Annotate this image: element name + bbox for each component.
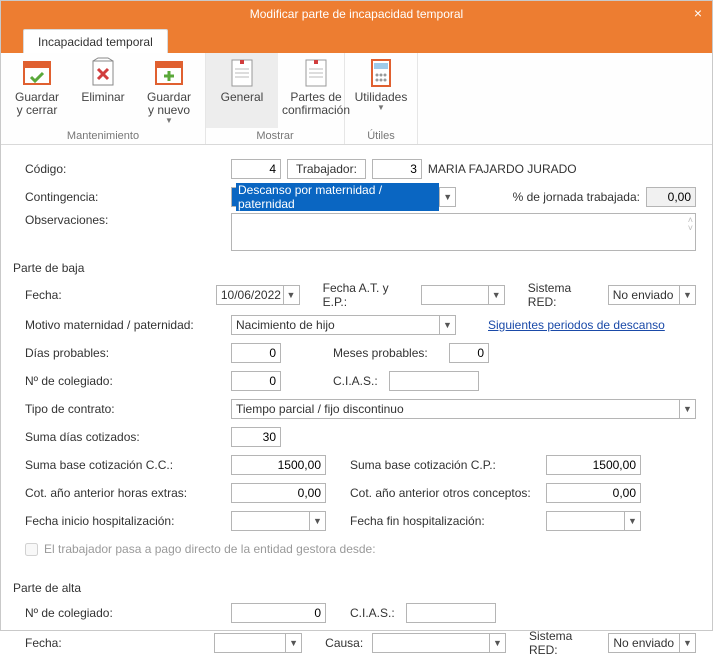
colegiado-input[interactable] — [231, 371, 281, 391]
guardar-nuevo-button[interactable]: Guardar y nuevo ▼ — [141, 57, 197, 126]
pct-input — [646, 187, 696, 207]
form-body: Código: Trabajador: MARIA FAJARDO JURADO… — [1, 145, 712, 669]
save-new-icon — [153, 57, 185, 89]
chevron-down-icon: ▼ — [309, 512, 325, 530]
cot-horas-input[interactable] — [231, 483, 326, 503]
titlebar: Modificar parte de incapacidad temporal … — [1, 1, 712, 27]
suma-dias-input[interactable] — [231, 427, 281, 447]
pago-directo-label: El trabajador pasa a pago directo de la … — [44, 542, 376, 556]
save-close-icon — [21, 57, 53, 89]
alta-causa-select[interactable]: ▼ — [372, 633, 506, 653]
meses-prob-label: Meses probables: — [333, 346, 443, 360]
document-red-icon — [226, 57, 258, 89]
hosp-fin-input[interactable]: ▼ — [546, 511, 641, 531]
tab-incapacidad[interactable]: Incapacidad temporal — [23, 29, 168, 53]
observaciones-label: Observaciones: — [25, 213, 225, 227]
dias-prob-label: Días probables: — [25, 346, 225, 360]
utilidades-button[interactable]: Utilidades ▼ — [353, 57, 409, 113]
ribbon-group-label: Útiles — [367, 128, 395, 142]
pago-directo-checkbox — [25, 543, 38, 556]
alta-cias-input[interactable] — [406, 603, 496, 623]
hosp-ini-input[interactable]: ▼ — [231, 511, 326, 531]
chevron-down-icon: ▼ — [489, 634, 505, 652]
chevron-down-icon: ▼ — [377, 104, 385, 113]
suma-cc-label: Suma base cotización C.C.: — [25, 458, 225, 472]
guardar-cerrar-button[interactable]: Guardar y cerrar — [9, 57, 65, 117]
trabajador-label: Trabajador: — [287, 159, 366, 179]
trabajador-num-input[interactable] — [372, 159, 422, 179]
cias-label: C.I.A.S.: — [333, 374, 383, 388]
window-title: Modificar parte de incapacidad temporal — [250, 7, 463, 21]
chevron-down-icon: ▼ — [285, 634, 301, 652]
ribbon-group-mostrar: General Partes de confirmación Mostrar — [206, 53, 345, 144]
delete-icon — [87, 57, 119, 89]
ribbon: Guardar y cerrar Eliminar Guardar y nuev… — [1, 53, 712, 145]
chevron-down-icon: ▼ — [439, 316, 455, 334]
section-alta: Parte de alta — [13, 581, 696, 595]
chevron-down-icon: ▼ — [165, 117, 173, 126]
contingencia-label: Contingencia: — [25, 190, 225, 204]
periodos-link[interactable]: Siguientes periodos de descanso — [488, 318, 665, 332]
ribbon-group-label: Mostrar — [256, 128, 293, 144]
chevron-down-icon: ▼ — [439, 188, 455, 206]
eliminar-button[interactable]: Eliminar — [75, 57, 131, 117]
cot-otros-input[interactable] — [546, 483, 641, 503]
fecha-at-input[interactable]: ▼ — [421, 285, 505, 305]
chevron-down-icon: ▼ — [624, 512, 640, 530]
codigo-input[interactable] — [231, 159, 281, 179]
ribbon-group-label: Mantenimiento — [67, 128, 139, 142]
close-icon[interactable]: × — [694, 5, 702, 21]
sistema-red-select[interactable]: No enviado▼ — [608, 285, 696, 305]
motivo-label: Motivo maternidad / paternidad: — [25, 318, 225, 332]
hosp-fin-label: Fecha fin hospitalización: — [350, 514, 540, 528]
suma-cc-input[interactable] — [231, 455, 326, 475]
suma-cp-input[interactable] — [546, 455, 641, 475]
tipo-contrato-select[interactable]: Tiempo parcial / fijo discontinuo▼ — [231, 399, 696, 419]
alta-cias-label: C.I.A.S.: — [350, 606, 400, 620]
section-baja: Parte de baja — [13, 261, 696, 275]
fecha-at-label: Fecha A.T. y E.P.: — [323, 281, 415, 309]
observaciones-textarea[interactable]: ˄˅ — [231, 213, 696, 251]
suma-cp-label: Suma base cotización C.P.: — [350, 458, 540, 472]
general-button[interactable]: General — [214, 57, 270, 117]
suma-dias-label: Suma días cotizados: — [25, 430, 225, 444]
chevron-down-icon: ▼ — [679, 286, 695, 304]
scroll-icon: ˄˅ — [688, 216, 693, 232]
cias-input[interactable] — [389, 371, 479, 391]
chevron-down-icon: ▼ — [679, 400, 695, 418]
alta-fecha-label: Fecha: — [25, 636, 208, 650]
document-red-icon — [300, 57, 332, 89]
trabajador-nombre: MARIA FAJARDO JURADO — [428, 162, 577, 176]
alta-colegiado-label: Nº de colegiado: — [25, 606, 225, 620]
hosp-ini-label: Fecha inicio hospitalización: — [25, 514, 225, 528]
tipo-contrato-label: Tipo de contrato: — [25, 402, 225, 416]
sistema-red-label: Sistema RED: — [528, 281, 602, 309]
pct-label: % de jornada trabajada: — [513, 190, 640, 204]
alta-causa-label: Causa: — [325, 636, 366, 650]
partes-confirmacion-button[interactable]: Partes de confirmación — [288, 53, 344, 117]
colegiado-label: Nº de colegiado: — [25, 374, 225, 388]
chevron-down-icon: ▼ — [679, 634, 695, 652]
fecha-label: Fecha: — [25, 288, 210, 302]
chevron-down-icon: ▼ — [488, 286, 504, 304]
ribbon-group-utiles: Utilidades ▼ Útiles — [345, 53, 418, 144]
cot-otros-label: Cot. año anterior otros conceptos: — [350, 486, 540, 500]
meses-prob-input[interactable] — [449, 343, 489, 363]
cot-horas-label: Cot. año anterior horas extras: — [25, 486, 225, 500]
calculator-icon — [365, 57, 397, 89]
alta-sistema-red-select[interactable]: No enviado▼ — [608, 633, 696, 653]
alta-colegiado-input[interactable] — [231, 603, 326, 623]
ribbon-group-mantenimiento: Guardar y cerrar Eliminar Guardar y nuev… — [1, 53, 206, 144]
dias-prob-input[interactable] — [231, 343, 281, 363]
motivo-select[interactable]: Nacimiento de hijo▼ — [231, 315, 456, 335]
chevron-down-icon: ▼ — [283, 286, 299, 304]
alta-fecha-input[interactable]: ▼ — [214, 633, 302, 653]
fecha-baja-input[interactable]: 10/06/2022▼ — [216, 285, 300, 305]
tabstrip: Incapacidad temporal — [1, 27, 712, 53]
alta-sistema-red-label: Sistema RED: — [529, 629, 602, 657]
codigo-label: Código: — [25, 162, 225, 176]
contingencia-select[interactable]: Descanso por maternidad / paternidad ▼ — [231, 187, 456, 207]
